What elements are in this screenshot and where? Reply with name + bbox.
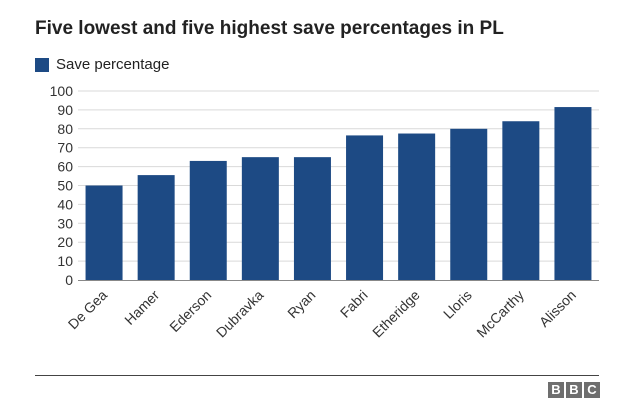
x-tick-label: Alisson [536,287,579,330]
x-tick-label: De Gea [65,287,111,333]
chart-title: Five lowest and five highest save percen… [35,18,504,39]
bar [554,107,592,280]
bbc-logo-letter: C [584,382,600,398]
bbc-logo-letter: B [566,382,582,398]
y-tick-label: 10 [57,253,73,269]
x-tick-label: McCarthy [473,287,527,341]
x-tick-label: Fabri [337,287,371,321]
x-tick-label: Dubravka [213,287,267,341]
legend-label: Save percentage [56,56,170,73]
x-tick-label: Etheridge [369,287,423,341]
y-tick-label: 100 [50,83,74,99]
bar [398,133,436,280]
bars [85,107,592,281]
bar [85,185,123,280]
bbc-logo-letter: B [548,382,564,398]
bar [189,160,227,280]
y-tick-label: 0 [65,272,73,288]
y-tick-label: 80 [57,121,73,137]
x-tick-label: Ryan [284,287,318,321]
bar [450,128,488,280]
x-tick-label: Ederson [166,287,214,335]
bar [293,157,331,280]
y-tick-label: 20 [57,234,73,250]
y-tick-label: 70 [57,140,73,156]
legend-swatch [35,57,49,72]
y-tick-label: 40 [57,196,73,212]
x-tick-label: Lloris [440,287,475,322]
y-axis-ticks: 0 10 20 30 40 50 60 70 80 90 100 [50,83,74,288]
legend: Save percentage [35,56,169,73]
x-tick-label: Hamer [121,287,162,328]
y-tick-label: 30 [57,215,73,231]
bar [241,157,279,280]
y-tick-label: 50 [57,178,73,194]
bar [137,175,175,280]
bar [502,121,540,281]
footer-divider [35,375,599,376]
y-tick-label: 60 [57,159,73,175]
bar [346,135,384,280]
bbc-logo: B B C [548,382,600,398]
y-tick-label: 90 [57,102,73,118]
